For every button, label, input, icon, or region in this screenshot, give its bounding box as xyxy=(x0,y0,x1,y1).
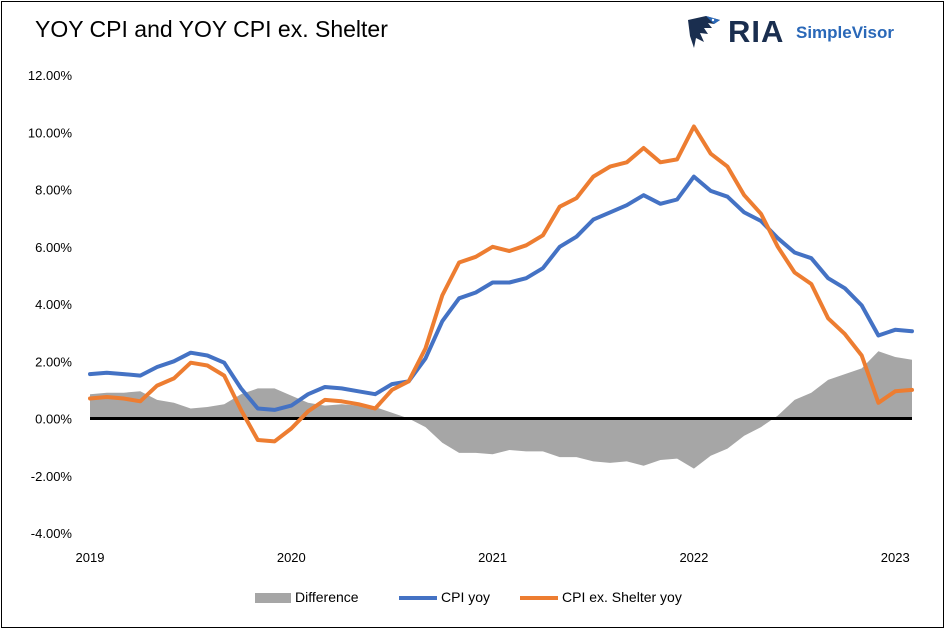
y-tick-label: 0.00% xyxy=(35,412,72,427)
x-tick-label: 2021 xyxy=(478,550,507,565)
series-lines-layer xyxy=(88,124,914,444)
y-tick-label: 12.00% xyxy=(28,68,73,83)
eagle-icon xyxy=(688,16,720,48)
difference-area-layer xyxy=(90,351,912,469)
line-chart: 12.00% 10.00% 8.00% 6.00% 4.00% 2.00% 0.00% -2.… xyxy=(28,68,914,565)
legend-item-cpi-yoy: CPI yoy xyxy=(399,589,490,605)
y-tick-label: 2.00% xyxy=(35,354,72,369)
y-tick-labels: 12.00% 10.00% 8.00% 6.00% 4.00% 2.00% 0.00% -2.… xyxy=(28,68,73,541)
legend-label-difference: Difference xyxy=(295,589,359,605)
logo-simplevisor-text: SimpleVisor xyxy=(796,23,894,42)
legend-label-cpi-yoy: CPI yoy xyxy=(441,589,491,605)
legend-swatch-difference xyxy=(255,593,291,604)
y-tick-label: -4.00% xyxy=(31,526,73,541)
y-tick-label: 4.00% xyxy=(35,297,72,312)
legend-swatch-cpi-ex-shelter-yoy xyxy=(520,596,558,601)
legend-label-cpi-ex-shelter-yoy: CPI ex. Shelter yoy xyxy=(562,589,682,605)
x-tick-label: 2022 xyxy=(679,550,708,565)
y-tick-label: 6.00% xyxy=(35,240,72,255)
legend-item-difference: Difference xyxy=(255,589,359,605)
logo-ria-text: RIA xyxy=(728,14,785,49)
x-tick-label: 2019 xyxy=(76,550,105,565)
series-line-cpi-yoy xyxy=(88,174,914,412)
ria-simplevisor-logo: RIA SimpleVisor xyxy=(684,10,914,54)
difference-area xyxy=(90,351,912,469)
x-tick-label: 2023 xyxy=(881,550,910,565)
legend: Difference CPI yoy CPI ex. Shelter yoy xyxy=(0,585,947,609)
y-tick-label: 10.00% xyxy=(28,125,73,140)
x-tick-label: 2020 xyxy=(277,550,306,565)
x-tick-labels: 2019 2020 2021 2022 2023 xyxy=(76,550,910,565)
chart-title: YOY CPI and YOY CPI ex. Shelter xyxy=(35,16,388,42)
y-tick-label: 8.00% xyxy=(35,183,72,198)
legend-item-cpi-ex-shelter-yoy: CPI ex. Shelter yoy xyxy=(520,589,682,605)
y-tick-label: -2.00% xyxy=(31,469,73,484)
legend-swatch-cpi-yoy xyxy=(399,596,437,601)
series-line-cpi-ex-shelter-yoy xyxy=(88,124,914,444)
